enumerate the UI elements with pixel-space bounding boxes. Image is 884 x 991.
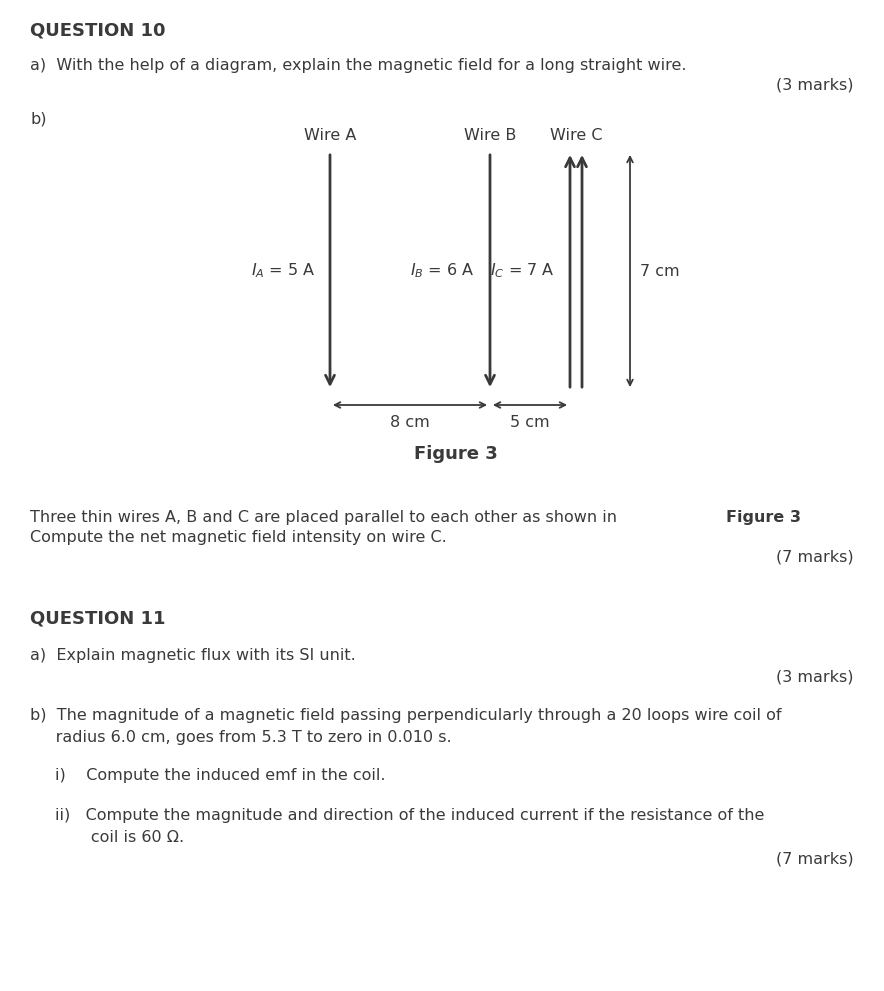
Text: Figure 3: Figure 3 xyxy=(414,445,498,463)
Text: 7 cm: 7 cm xyxy=(640,264,680,278)
Text: (7 marks): (7 marks) xyxy=(776,852,854,867)
Text: Figure 3: Figure 3 xyxy=(726,510,801,525)
Text: .: . xyxy=(791,510,796,525)
Text: (7 marks): (7 marks) xyxy=(776,550,854,565)
Text: a)  With the help of a diagram, explain the magnetic field for a long straight w: a) With the help of a diagram, explain t… xyxy=(30,58,687,73)
Text: $I_B$ = 6 A: $I_B$ = 6 A xyxy=(410,262,475,280)
Text: b)  The magnitude of a magnetic field passing perpendicularly through a 20 loops: b) The magnitude of a magnetic field pas… xyxy=(30,708,781,723)
Text: radius 6.0 cm, goes from 5.3 T to zero in 0.010 s.: radius 6.0 cm, goes from 5.3 T to zero i… xyxy=(30,730,452,745)
Text: i)    Compute the induced emf in the coil.: i) Compute the induced emf in the coil. xyxy=(55,768,385,783)
Text: $I_A$ = 5 A: $I_A$ = 5 A xyxy=(250,262,315,280)
Text: 5 cm: 5 cm xyxy=(510,415,550,430)
Text: 8 cm: 8 cm xyxy=(390,415,430,430)
Text: a)  Explain magnetic flux with its SI unit.: a) Explain magnetic flux with its SI uni… xyxy=(30,648,355,663)
Text: Compute the net magnetic field intensity on wire C.: Compute the net magnetic field intensity… xyxy=(30,530,446,545)
Text: QUESTION 10: QUESTION 10 xyxy=(30,22,165,40)
Text: coil is 60 Ω.: coil is 60 Ω. xyxy=(55,830,184,845)
Text: (3 marks): (3 marks) xyxy=(776,78,854,93)
Text: QUESTION 11: QUESTION 11 xyxy=(30,610,165,628)
Text: Wire C: Wire C xyxy=(550,128,602,143)
Text: ii)   Compute the magnitude and direction of the induced current if the resistan: ii) Compute the magnitude and direction … xyxy=(55,808,765,823)
Text: Three thin wires A, B and C are placed parallel to each other as shown in: Three thin wires A, B and C are placed p… xyxy=(30,510,622,525)
Text: b): b) xyxy=(30,112,47,127)
Text: Wire B: Wire B xyxy=(464,128,516,143)
Text: $I_C$ = 7 A: $I_C$ = 7 A xyxy=(491,262,555,280)
Text: Wire A: Wire A xyxy=(304,128,356,143)
Text: (3 marks): (3 marks) xyxy=(776,670,854,685)
